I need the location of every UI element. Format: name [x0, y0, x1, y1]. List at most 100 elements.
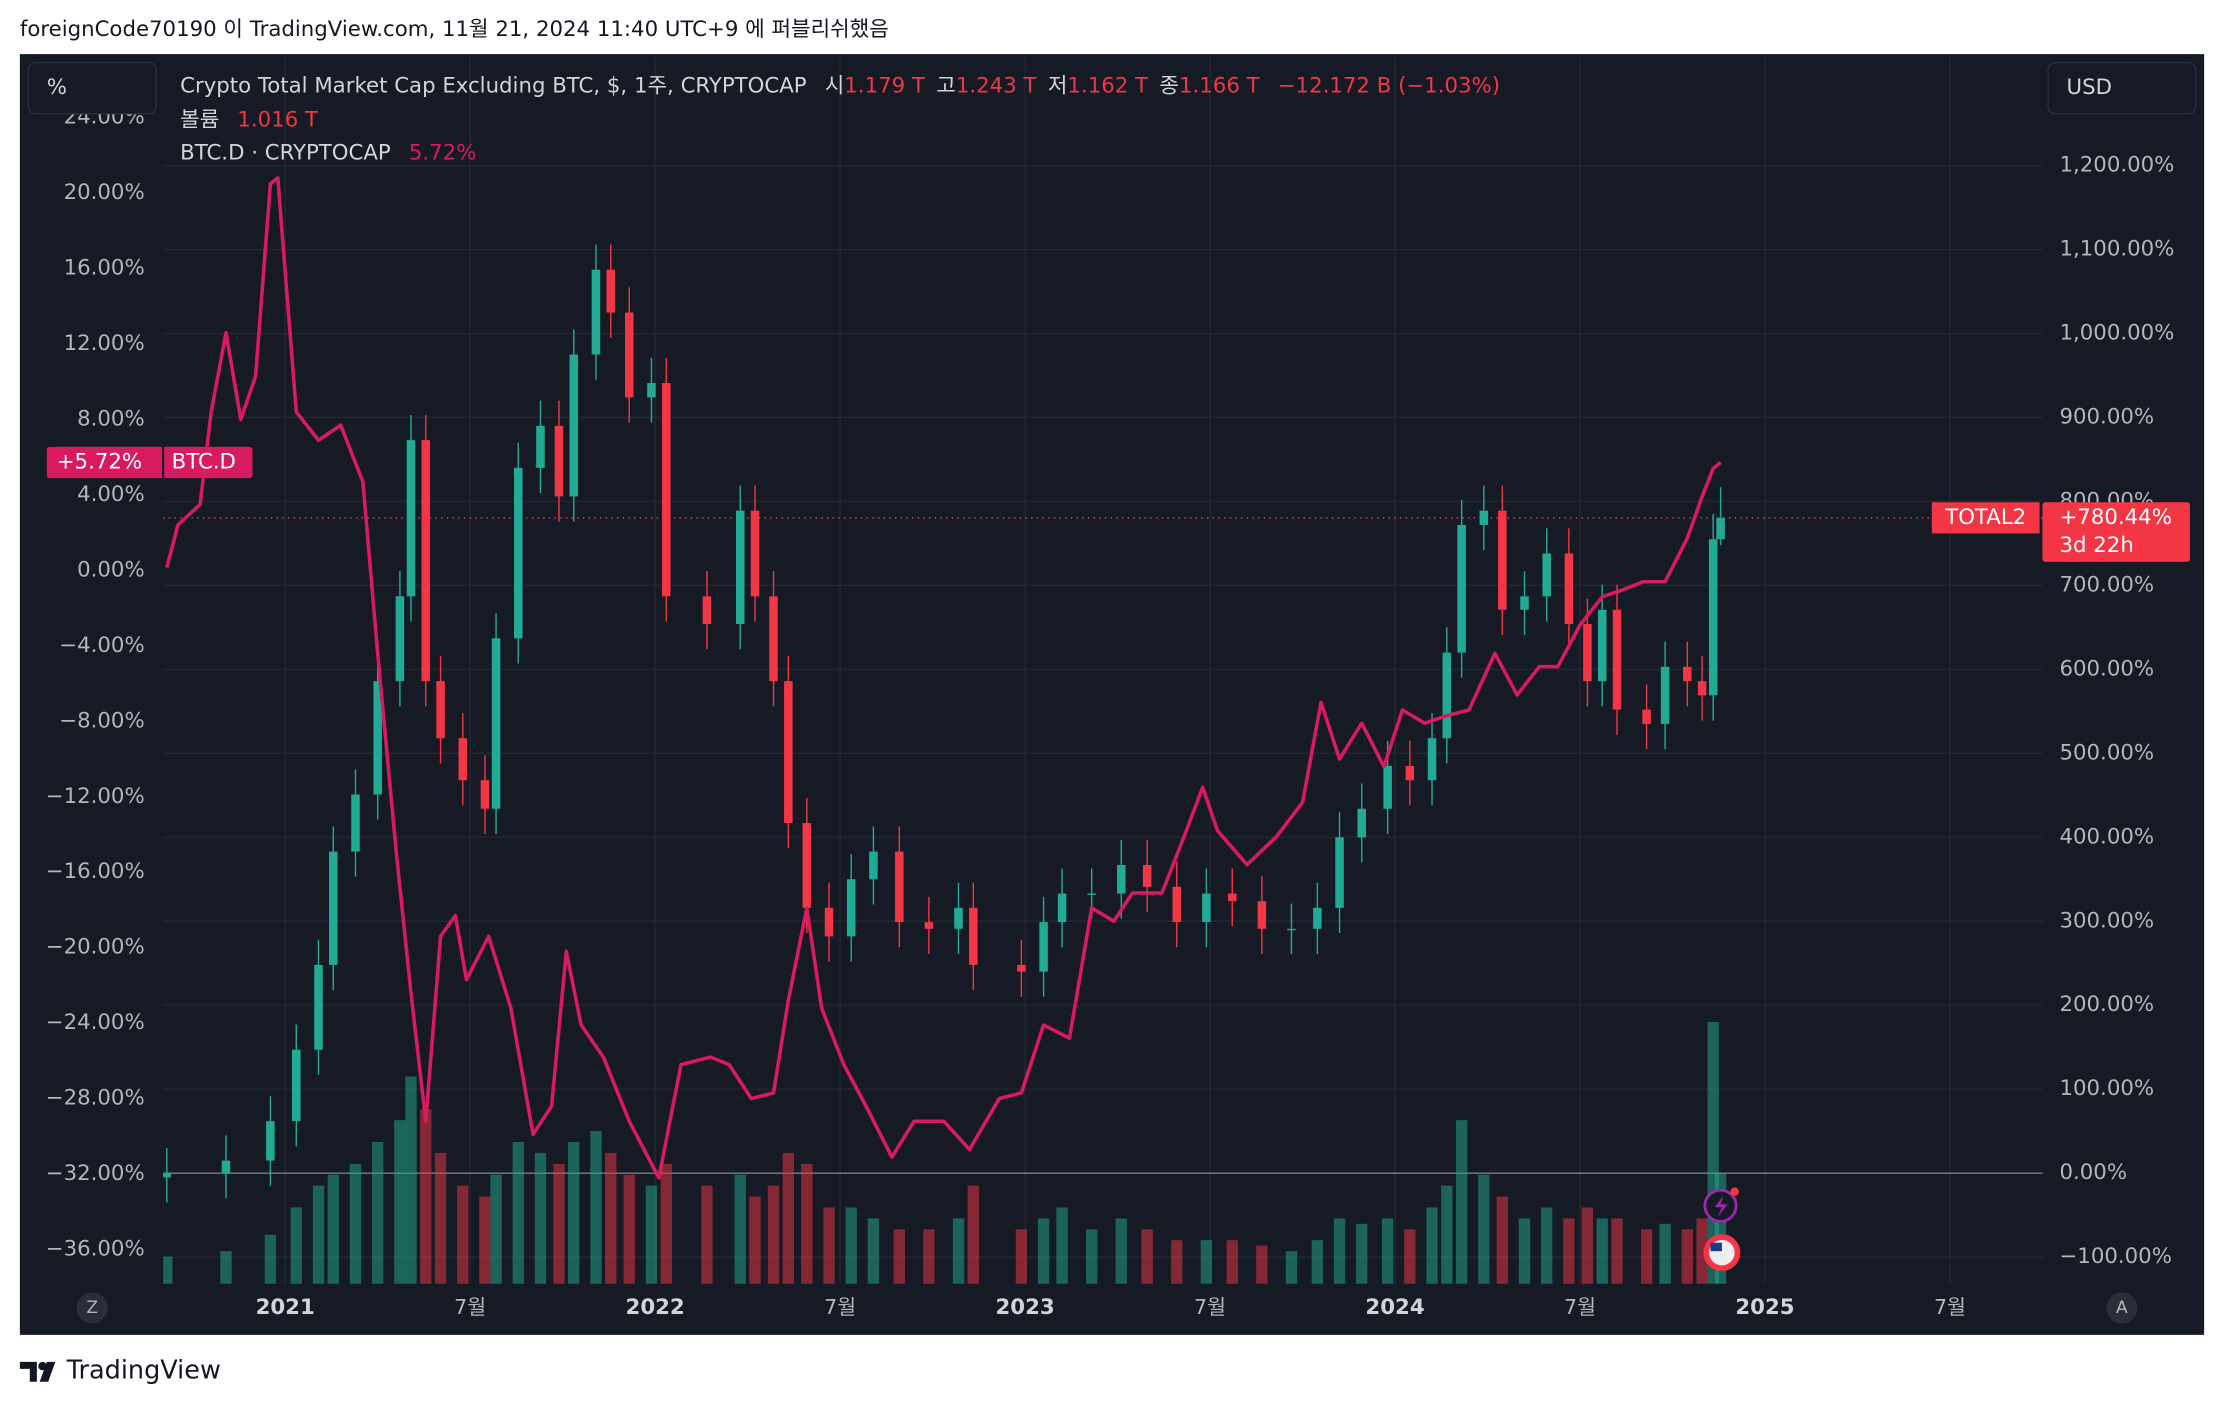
- candle-body: [606, 269, 616, 313]
- y2-tick-label: 900.00%: [2059, 404, 2154, 429]
- candle-body: [1597, 609, 1607, 682]
- event-dot: [1730, 1187, 1739, 1196]
- candle-body: [1087, 893, 1096, 895]
- corner-left-label[interactable]: Z: [86, 1298, 98, 1318]
- volume-bar: [1356, 1223, 1368, 1284]
- candle-body: [591, 269, 601, 355]
- candle-body: [1228, 893, 1237, 902]
- y-tick-label: −4.00%: [59, 633, 144, 658]
- y2-tick-label: 400.00%: [2059, 824, 2154, 849]
- volume-bar: [1015, 1229, 1028, 1284]
- legend-main: Crypto Total Market Cap Excluding BTC, $…: [180, 74, 1500, 99]
- ohlc-key: 저: [1048, 74, 1068, 99]
- candle-body: [702, 596, 712, 625]
- candle-body: [1564, 553, 1574, 625]
- volume-value: 1.016 T: [237, 108, 319, 133]
- y2-tick-label: 1,200.00%: [2059, 153, 2174, 178]
- candle-body: [869, 851, 878, 880]
- y2-tick-label: 500.00%: [2059, 740, 2154, 765]
- candle-body: [824, 907, 834, 937]
- volume-bar: [823, 1207, 835, 1284]
- volume-bar: [1611, 1218, 1623, 1284]
- flag-canton: [1710, 1242, 1722, 1252]
- candle-body: [1057, 893, 1067, 923]
- legend-volume: 볼륨 1.016 T: [180, 108, 319, 133]
- corner-button-right[interactable]: [2106, 1292, 2138, 1324]
- candle-body: [1583, 624, 1592, 682]
- x-tick-label: 7월: [454, 1295, 486, 1319]
- y2-tick-label: 0.00%: [2059, 1160, 2127, 1185]
- volume-bar: [372, 1141, 384, 1284]
- axes: 2021 7월 2022 7월 2023 7월 2024 7월 2025 7월 1,200.00% 1…: [46, 105, 2190, 1320]
- series-line: [165, 176, 1722, 1180]
- candle-body: [1142, 865, 1152, 887]
- y-tick-label: −12.00%: [46, 784, 145, 809]
- y2-tick-label: 300.00%: [2059, 908, 2154, 933]
- brand-logo-dot: [38, 1361, 47, 1371]
- volume-bar: [1707, 1021, 1719, 1284]
- volume-bar: [749, 1196, 761, 1284]
- candle-body: [458, 738, 468, 781]
- price-box: [2042, 502, 2190, 562]
- volume-bar: [553, 1163, 565, 1284]
- series-badge-box: [46, 446, 253, 479]
- volume-bar: [1333, 1218, 1346, 1284]
- corner-button-left[interactable]: [76, 1292, 108, 1324]
- volume-bar: [967, 1185, 979, 1284]
- volume-bar: [701, 1185, 713, 1284]
- volume-bar: [1659, 1223, 1671, 1284]
- volume-bar: [605, 1152, 617, 1284]
- change-label: −12.172 B (−1.03%): [1278, 74, 1500, 99]
- candle-body: [924, 922, 934, 929]
- ohlc-key: 시: [825, 74, 845, 99]
- candle-body: [536, 425, 545, 468]
- percent-button[interactable]: [27, 61, 157, 115]
- volume-bar: [590, 1131, 602, 1284]
- candle-body: [1542, 553, 1551, 597]
- volume-bar: [394, 1120, 406, 1284]
- series-badge-name: BTC.D: [172, 450, 236, 475]
- y-tick-label: −32.00%: [46, 1161, 145, 1186]
- volume-bar: [1141, 1229, 1153, 1284]
- candle-body: [769, 596, 778, 682]
- volume-bar: [952, 1218, 965, 1284]
- series-legend: BTC.D · CRYPTOCAP: [180, 140, 391, 165]
- candle-body: [1442, 652, 1452, 739]
- candle-body: [784, 681, 793, 824]
- volume-bar: [220, 1251, 232, 1284]
- percent-button-label[interactable]: %: [47, 75, 67, 100]
- volume-bar: [867, 1218, 880, 1284]
- ohlc-key: 종: [1159, 74, 1179, 99]
- corner-right-label[interactable]: A: [2116, 1298, 2128, 1318]
- volume-bar: [1200, 1240, 1213, 1284]
- currency-button[interactable]: [2047, 61, 2197, 115]
- candle-body: [1642, 709, 1651, 724]
- event-bolt: [1714, 1195, 1728, 1218]
- y-tick-label: −16.00%: [46, 859, 145, 884]
- volume-bar: [1037, 1218, 1050, 1284]
- y2-tick-label: 1,100.00%: [2059, 237, 2174, 262]
- volume-bar: [434, 1152, 447, 1284]
- volume-bar: [163, 1256, 173, 1284]
- volume-bar: [1426, 1207, 1438, 1284]
- candle-body: [491, 638, 501, 809]
- candle-body: [1039, 922, 1048, 972]
- candle-body: [1427, 738, 1437, 781]
- volume-bar: [1285, 1251, 1298, 1284]
- currency-button-label[interactable]: USD: [2067, 75, 2112, 100]
- volume-name: 볼륨: [180, 108, 219, 133]
- x-tick-label: 7월: [1564, 1295, 1596, 1319]
- candle-body: [1383, 765, 1392, 809]
- volume-bar: [845, 1207, 857, 1284]
- y-tick-label: −24.00%: [46, 1010, 145, 1035]
- y-tick-label: 0.00%: [77, 557, 145, 582]
- candle-body: [163, 1173, 172, 1178]
- volume-bar: [1596, 1218, 1608, 1284]
- volume-bar: [490, 1174, 502, 1284]
- publish-header: foreignCode70190 이 TradingView.com, 11월 …: [20, 17, 889, 42]
- candle-body: [514, 467, 523, 639]
- ohlc-value: 1.243 T: [956, 74, 1038, 99]
- candle-body: [1683, 666, 1692, 682]
- price-value: +780.44%: [2059, 505, 2171, 530]
